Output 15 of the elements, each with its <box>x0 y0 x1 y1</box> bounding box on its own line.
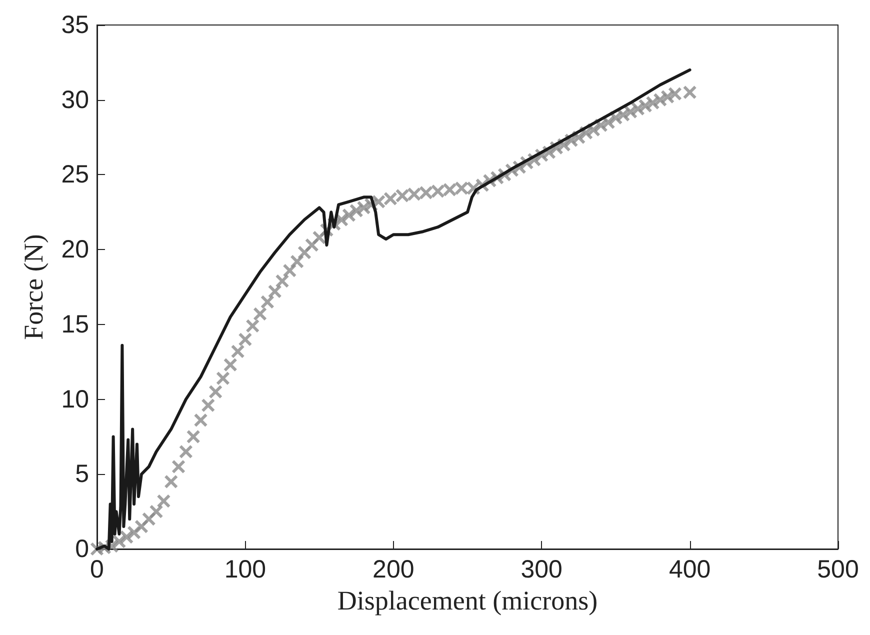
y-tick-label: 25 <box>61 160 89 189</box>
y-tick-label: 10 <box>61 385 89 414</box>
x-tick-label: 500 <box>817 556 859 584</box>
y-tick-label: 30 <box>61 86 89 114</box>
x-axis-title: Displacement (microns) <box>337 585 598 616</box>
y-axis-title: Force (N) <box>18 234 48 340</box>
y-tick-label: 35 <box>61 11 89 39</box>
y-tick-label: 0 <box>75 535 89 563</box>
y-tick-label: 15 <box>61 310 89 338</box>
x-tick-label: 300 <box>520 556 562 584</box>
x-tick-label: 400 <box>668 556 711 584</box>
y-tick-label: 5 <box>75 460 89 488</box>
x-tick-label: 200 <box>372 556 414 584</box>
y-tick-label: 20 <box>61 236 89 264</box>
x-tick-label: 100 <box>224 556 266 584</box>
